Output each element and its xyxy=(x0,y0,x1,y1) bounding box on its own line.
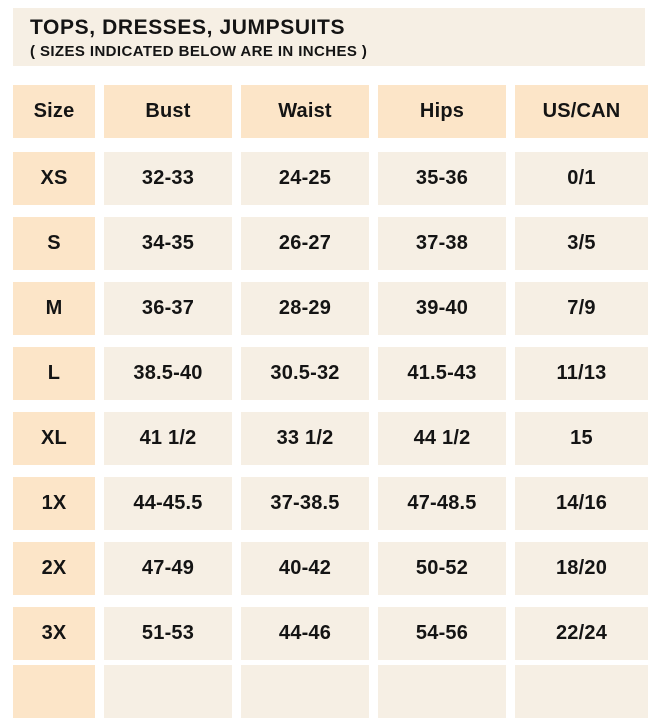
uscan-cell: 15 xyxy=(515,412,648,465)
size-cell: 1X xyxy=(13,477,95,530)
table-row: 1X 44-45.5 37-38.5 47-48.5 14/16 xyxy=(13,477,648,530)
uscan-cell: 22/24 xyxy=(515,607,648,660)
table-row: XS 32-33 24-25 35-36 0/1 xyxy=(13,152,648,205)
waist-cell: 28-29 xyxy=(241,282,369,335)
waist-cell xyxy=(241,665,369,718)
size-cell xyxy=(13,665,95,718)
hips-cell: 47-48.5 xyxy=(378,477,506,530)
uscan-cell: 0/1 xyxy=(515,152,648,205)
bust-cell xyxy=(104,665,232,718)
col-header-size: Size xyxy=(13,85,95,138)
bust-cell: 41 1/2 xyxy=(104,412,232,465)
bust-cell: 38.5-40 xyxy=(104,347,232,400)
waist-cell: 30.5-32 xyxy=(241,347,369,400)
uscan-cell: 11/13 xyxy=(515,347,648,400)
waist-cell: 37-38.5 xyxy=(241,477,369,530)
bust-cell: 36-37 xyxy=(104,282,232,335)
hips-cell: 44 1/2 xyxy=(378,412,506,465)
col-header-uscan: US/CAN xyxy=(515,85,648,138)
header-row: Size Bust Waist Hips US/CAN xyxy=(13,85,648,138)
col-header-waist: Waist xyxy=(241,85,369,138)
bust-cell: 34-35 xyxy=(104,217,232,270)
waist-cell: 26-27 xyxy=(241,217,369,270)
table-row: M 36-37 28-29 39-40 7/9 xyxy=(13,282,648,335)
uscan-cell: 3/5 xyxy=(515,217,648,270)
bust-cell: 51-53 xyxy=(104,607,232,660)
hips-cell: 35-36 xyxy=(378,152,506,205)
page-title: TOPS, DRESSES, JUMPSUITS xyxy=(30,16,346,39)
bust-cell: 32-33 xyxy=(104,152,232,205)
table-row: 2X 47-49 40-42 50-52 18/20 xyxy=(13,542,648,595)
bust-cell: 44-45.5 xyxy=(104,477,232,530)
waist-cell: 24-25 xyxy=(241,152,369,205)
uscan-cell xyxy=(515,665,648,718)
hips-cell: 50-52 xyxy=(378,542,506,595)
table-row: 3X 51-53 44-46 54-56 22/24 xyxy=(13,607,648,660)
size-cell: 2X xyxy=(13,542,95,595)
size-cell: 3X xyxy=(13,607,95,660)
page-subtitle: ( SIZES INDICATED BELOW ARE IN INCHES ) xyxy=(30,43,368,61)
size-cell: M xyxy=(13,282,95,335)
size-cell: L xyxy=(13,347,95,400)
hips-cell: 37-38 xyxy=(378,217,506,270)
size-cell: S xyxy=(13,217,95,270)
hips-cell: 41.5-43 xyxy=(378,347,506,400)
bust-cell: 47-49 xyxy=(104,542,232,595)
waist-cell: 40-42 xyxy=(241,542,369,595)
title-block: TOPS, DRESSES, JUMPSUITS ( SIZES INDICAT… xyxy=(13,8,645,66)
uscan-cell: 18/20 xyxy=(515,542,648,595)
size-chart-table: Size Bust Waist Hips US/CAN XS 32-33 24-… xyxy=(13,85,648,718)
table-row: XL 41 1/2 33 1/2 44 1/2 15 xyxy=(13,412,648,465)
col-header-hips: Hips xyxy=(378,85,506,138)
col-header-bust: Bust xyxy=(104,85,232,138)
uscan-cell: 7/9 xyxy=(515,282,648,335)
size-cell: XL xyxy=(13,412,95,465)
hips-cell: 54-56 xyxy=(378,607,506,660)
partial-row-cutoff xyxy=(13,665,648,718)
hips-cell xyxy=(378,665,506,718)
table-row: L 38.5-40 30.5-32 41.5-43 11/13 xyxy=(13,347,648,400)
uscan-cell: 14/16 xyxy=(515,477,648,530)
waist-cell: 33 1/2 xyxy=(241,412,369,465)
size-cell: XS xyxy=(13,152,95,205)
table-row: S 34-35 26-27 37-38 3/5 xyxy=(13,217,648,270)
waist-cell: 44-46 xyxy=(241,607,369,660)
hips-cell: 39-40 xyxy=(378,282,506,335)
